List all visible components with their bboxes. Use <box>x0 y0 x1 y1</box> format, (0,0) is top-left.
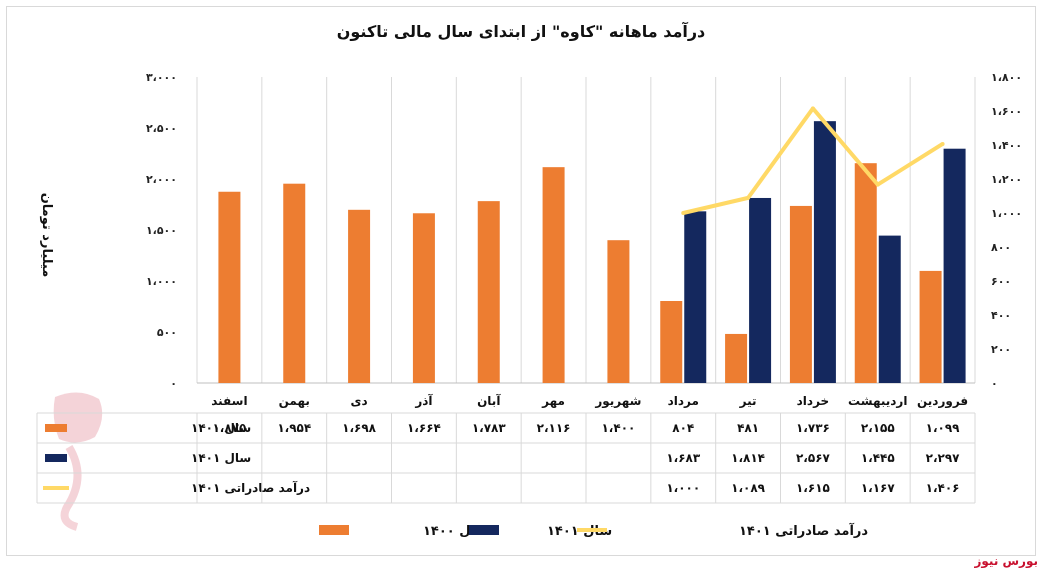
category-labels: فروردین اردیبهشت خرداد تیر مرداد شهریور مهر آبا… <box>211 393 968 409</box>
table-cell: ۱،۸۷۵ <box>212 421 246 435</box>
table-cell: ۱،۴۴۵ <box>861 451 895 465</box>
y-axis-ticks: ۰ ۵۰۰ ۱،۰۰۰ ۱،۵۰۰ ۲،۰۰۰ ۲،۵۰۰ ۳،۰۰۰ <box>146 71 177 390</box>
bar-1401 <box>749 197 772 383</box>
table-cell: ۱،۶۱۵ <box>796 481 830 495</box>
chart-frame: درآمد ماهانه "کاوه" از ابتدای سال مالی ت… <box>6 6 1036 556</box>
table-cell: ۱،۴۰۰ <box>601 421 635 435</box>
legend-swatch <box>319 525 349 535</box>
y-tick-label: ۰ <box>170 377 177 390</box>
y-tick-label: ۲،۰۰۰ <box>146 173 177 186</box>
table-row-header: سال ۱۴۰۰ <box>191 421 251 435</box>
legend-label: درآمد صادراتی ۱۴۰۱ <box>739 522 868 539</box>
y-tick-label: ۳،۰۰۰ <box>146 71 177 84</box>
table-cell: ۱،۷۸۳ <box>472 421 507 435</box>
bar-1400 <box>477 201 500 383</box>
table-cell: ۱،۰۰۰ <box>666 481 700 495</box>
data-table: سال ۱۴۰۰ ۱،۰۹۹ ۲،۱۵۵ ۱،۷۳۶ ۴۸۱ ۸۰۴ ۱،۴۰۰ ۲،۱۱۶ ۱… <box>36 412 976 504</box>
category-label: خرداد <box>797 394 830 408</box>
category-label: دی <box>351 394 368 408</box>
legend-swatch <box>469 525 499 535</box>
line-point <box>810 106 815 111</box>
category-label: آذر <box>414 393 433 408</box>
table-cell: ۲،۱۵۵ <box>861 421 895 435</box>
table-cell: ۴۸۱ <box>737 421 759 435</box>
y2-tick-label: ۶۰۰ <box>991 275 1011 288</box>
line-point <box>746 195 751 200</box>
category-label: شهریور <box>594 394 641 409</box>
y2-tick-label: ۱،۲۰۰ <box>991 173 1022 186</box>
category-label: فروردین <box>917 394 968 409</box>
bar-1400 <box>725 333 748 383</box>
line-point <box>681 211 686 215</box>
y-tick-label: ۵۰۰ <box>157 326 177 339</box>
bar-1401 <box>813 121 836 383</box>
y2-tick-label: ۴۰۰ <box>991 309 1011 322</box>
table-cell: ۱،۶۸۳ <box>666 451 701 465</box>
line-point <box>940 141 945 146</box>
bars <box>218 121 966 383</box>
y-axis-label: میلیارد تومان <box>39 193 54 278</box>
category-label: مرداد <box>668 394 699 408</box>
table-cell: ۱،۰۹۹ <box>926 421 961 435</box>
bar-1400 <box>218 191 241 383</box>
category-label: تیر <box>739 394 757 408</box>
series-line <box>682 106 944 215</box>
line-point <box>875 182 880 187</box>
y-tick-label: ۱،۵۰۰ <box>146 224 177 237</box>
y2-tick-label: ۱،۴۰۰ <box>991 139 1022 152</box>
category-label: اسفند <box>211 394 247 408</box>
table-cell: ۱،۶۹۸ <box>342 421 377 435</box>
y-tick-label: ۱،۰۰۰ <box>146 275 177 288</box>
y2-tick-label: ۸۰۰ <box>991 241 1011 254</box>
bar-1401 <box>878 235 901 383</box>
table-row-header: سال ۱۴۰۱ <box>191 451 251 465</box>
category-label: آبان <box>477 393 501 408</box>
secondary-y-axis-ticks: ۰ ۲۰۰ ۴۰۰ ۶۰۰ ۸۰۰ ۱،۰۰۰ ۱،۲۰۰ ۱،۴۰۰ ۱،۶۰۰ ۱،۸۰۰ <box>991 71 1022 390</box>
table-cell: ۱،۰۸۹ <box>731 481 766 495</box>
y2-tick-label: ۱،۶۰۰ <box>991 105 1022 118</box>
y-tick-label: ۲،۵۰۰ <box>146 122 177 135</box>
table-legend-swatch <box>45 424 67 432</box>
table-cell: ۱،۴۰۶ <box>926 481 960 495</box>
bar-1400 <box>348 209 371 383</box>
bar-1400 <box>607 240 630 383</box>
bar-1400 <box>412 213 435 383</box>
bar-1401 <box>684 211 707 383</box>
table-cell: ۱،۷۳۶ <box>796 421 830 435</box>
table-cell: ۲،۲۹۷ <box>926 451 961 465</box>
brand-label: بورس نیوز <box>974 554 1038 568</box>
table-cell: ۲،۱۱۶ <box>537 421 571 435</box>
table-cell: ۲،۵۶۷ <box>796 451 831 465</box>
bar-1400 <box>542 167 565 383</box>
bar-1400 <box>919 270 942 383</box>
monthly-revenue-chart: درآمد ماهانه "کاوه" از ابتدای سال مالی ت… <box>36 21 1022 539</box>
table-cell: ۸۰۴ <box>672 421 694 435</box>
y2-tick-label: ۱،۸۰۰ <box>991 71 1022 84</box>
grid-layer <box>196 77 976 384</box>
table-legend-swatch <box>45 454 67 462</box>
y2-tick-label: ۲۰۰ <box>991 343 1011 356</box>
category-label: بهمن <box>279 394 310 408</box>
chart-title: درآمد ماهانه "کاوه" از ابتدای سال مالی ت… <box>337 21 706 41</box>
bar-1400 <box>789 205 812 383</box>
bar-1400 <box>854 163 877 383</box>
category-label: مهر <box>541 394 565 408</box>
y2-tick-label: ۰ <box>991 377 998 390</box>
bar-1401 <box>943 148 966 383</box>
bar-1400 <box>283 183 306 383</box>
bar-1400 <box>660 300 683 383</box>
table-cell: ۱،۸۱۴ <box>731 451 765 465</box>
table-cell: ۱،۱۶۷ <box>861 481 896 495</box>
table-cell: ۱،۶۶۴ <box>407 421 441 435</box>
table-row-header: درآمد صادراتی ۱۴۰۱ <box>191 480 310 495</box>
export-revenue-line <box>681 106 945 215</box>
category-label: اردیبهشت <box>848 394 907 408</box>
y2-tick-label: ۱،۰۰۰ <box>991 207 1022 220</box>
table-cell: ۱،۹۵۴ <box>277 421 311 435</box>
